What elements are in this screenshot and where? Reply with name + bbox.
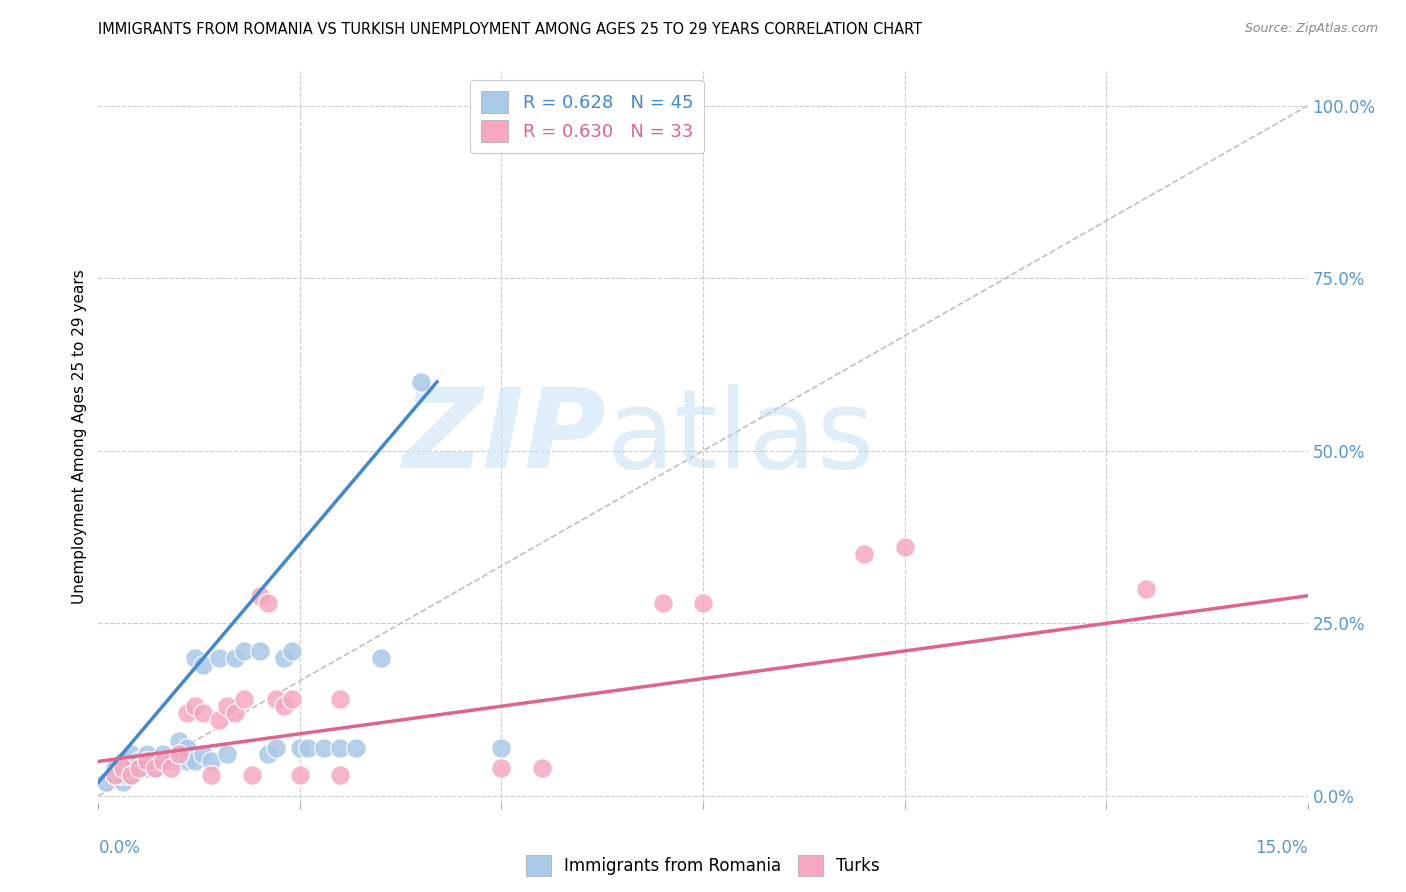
Point	[491, 740, 513, 755]
Point	[651, 596, 673, 610]
Point	[240, 768, 263, 782]
Point	[111, 761, 134, 775]
Point	[193, 657, 215, 672]
Point	[193, 706, 215, 720]
Point	[184, 699, 207, 714]
Y-axis label: Unemployment Among Ages 25 to 29 years: Unemployment Among Ages 25 to 29 years	[72, 269, 87, 605]
Point	[249, 589, 271, 603]
Point	[176, 755, 198, 769]
Point	[135, 747, 157, 762]
Point	[853, 548, 876, 562]
Point	[1135, 582, 1157, 596]
Point	[103, 768, 125, 782]
Point	[370, 651, 392, 665]
Point	[232, 692, 254, 706]
Point	[103, 761, 125, 775]
Point	[224, 651, 246, 665]
Point	[184, 755, 207, 769]
Point	[128, 761, 150, 775]
Point	[135, 755, 157, 769]
Point	[176, 740, 198, 755]
Point	[273, 699, 295, 714]
Point	[111, 775, 134, 789]
Point	[176, 706, 198, 720]
Point	[288, 768, 311, 782]
Point	[692, 596, 714, 610]
Point	[297, 740, 319, 755]
Point	[224, 706, 246, 720]
Text: atlas: atlas	[606, 384, 875, 491]
Point	[152, 747, 174, 762]
Point	[208, 651, 231, 665]
Point	[193, 747, 215, 762]
Point	[152, 755, 174, 769]
Point	[329, 692, 352, 706]
Text: ZIP: ZIP	[402, 384, 606, 491]
Point	[167, 747, 190, 762]
Point	[120, 761, 142, 775]
Point	[409, 375, 432, 389]
Point	[288, 740, 311, 755]
Text: Source: ZipAtlas.com: Source: ZipAtlas.com	[1244, 22, 1378, 36]
Text: 15.0%: 15.0%	[1256, 839, 1308, 857]
Text: IMMIGRANTS FROM ROMANIA VS TURKISH UNEMPLOYMENT AMONG AGES 25 TO 29 YEARS CORREL: IMMIGRANTS FROM ROMANIA VS TURKISH UNEMP…	[98, 22, 922, 37]
Point	[128, 755, 150, 769]
Point	[208, 713, 231, 727]
Point	[111, 768, 134, 782]
Text: 0.0%: 0.0%	[98, 839, 141, 857]
Point	[344, 740, 367, 755]
Point	[184, 651, 207, 665]
Point	[111, 755, 134, 769]
Point	[264, 740, 287, 755]
Point	[217, 747, 239, 762]
Point	[143, 755, 166, 769]
Point	[143, 761, 166, 775]
Point	[200, 768, 222, 782]
Point	[314, 740, 336, 755]
Point	[128, 761, 150, 775]
Point	[249, 644, 271, 658]
Point	[264, 692, 287, 706]
Point	[200, 755, 222, 769]
Point	[256, 596, 278, 610]
Point	[273, 651, 295, 665]
Point	[491, 761, 513, 775]
Point	[167, 747, 190, 762]
Point	[120, 747, 142, 762]
Point	[120, 768, 142, 782]
Point	[135, 761, 157, 775]
Point	[571, 120, 593, 134]
Point	[232, 644, 254, 658]
Point	[167, 733, 190, 747]
Point	[120, 768, 142, 782]
Point	[160, 761, 183, 775]
Legend: Immigrants from Romania, Turks: Immigrants from Romania, Turks	[519, 848, 887, 882]
Point	[96, 775, 118, 789]
Point	[217, 699, 239, 714]
Point	[281, 692, 304, 706]
Point	[329, 768, 352, 782]
Point	[103, 768, 125, 782]
Point	[329, 740, 352, 755]
Point	[893, 541, 915, 555]
Point	[152, 755, 174, 769]
Point	[281, 644, 304, 658]
Point	[530, 761, 553, 775]
Point	[160, 755, 183, 769]
Point	[143, 761, 166, 775]
Point	[256, 747, 278, 762]
